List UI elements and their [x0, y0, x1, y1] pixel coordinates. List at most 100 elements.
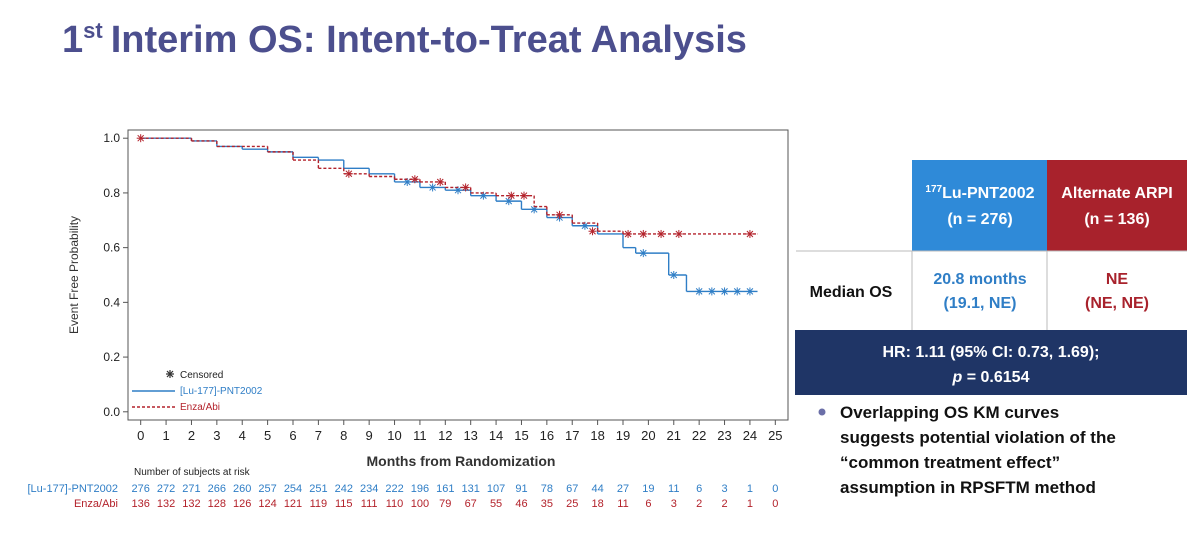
x-tick-label: 11 — [413, 428, 427, 443]
title-number: 1 — [62, 19, 83, 61]
hr-banner — [795, 330, 1187, 395]
risk-count: 11 — [617, 498, 628, 510]
censor-stroke — [436, 178, 444, 186]
censor-mark — [720, 287, 729, 296]
censor-stroke — [670, 271, 678, 279]
title-suffix: st — [83, 18, 103, 43]
censor-stroke — [556, 211, 563, 219]
x-tick-label: 14 — [489, 428, 503, 443]
risk-count: 121 — [284, 498, 302, 510]
x-tick-label: 22 — [692, 428, 706, 443]
censor-mark — [555, 210, 564, 219]
censor-stroke — [675, 230, 683, 238]
censor-mark — [733, 287, 742, 296]
risk-count: 1 — [747, 483, 753, 495]
censor-mark — [707, 287, 716, 296]
header-cell — [912, 160, 1047, 251]
cell-ci: (19.1, NE) — [944, 295, 1017, 312]
risk-count: 55 — [490, 498, 502, 510]
x-tick-label: 25 — [768, 428, 782, 443]
x-tick-label: 8 — [340, 428, 347, 443]
censor-mark — [403, 177, 412, 186]
risk-count: 234 — [360, 483, 378, 495]
censor-mark — [624, 229, 633, 238]
censor-mark — [669, 271, 678, 279]
censor-stroke — [657, 230, 665, 238]
risk-count: 91 — [515, 483, 527, 495]
censor-stroke — [530, 205, 538, 213]
y-tick-label: 0.4 — [103, 295, 120, 309]
x-tick-label: 15 — [514, 428, 528, 443]
x-tick-label: 7 — [315, 428, 322, 443]
header-n: (n = 276) — [947, 211, 1012, 228]
risk-count: 0 — [772, 483, 778, 495]
y-tick-label: 0.6 — [103, 241, 120, 255]
censor-mark — [745, 229, 754, 238]
y-tick-label: 0.0 — [103, 405, 120, 419]
x-tick-label: 13 — [463, 428, 477, 443]
censor-mark — [410, 175, 419, 184]
risk-count: 3 — [671, 498, 677, 510]
p-symbol: p — [952, 369, 963, 386]
risk-count: 6 — [645, 498, 651, 510]
risk-count: 2 — [721, 498, 727, 510]
cell-value: 20.8 months — [933, 271, 1026, 288]
plot-frame — [127, 129, 789, 421]
x-tick-label: 0 — [137, 428, 144, 443]
bullet-line: assumption in RPSFTM method — [840, 478, 1096, 497]
risk-count: 132 — [157, 498, 175, 510]
risk-count: 119 — [310, 498, 328, 510]
risk-count: 128 — [208, 498, 226, 510]
censor-stroke — [403, 178, 411, 186]
risk-count: 110 — [386, 498, 404, 510]
x-tick-label: 9 — [366, 428, 373, 443]
p-value: = 0.6154 — [962, 369, 1029, 386]
legend-label: [Lu-177]-PNT2002 — [180, 386, 263, 397]
censor-stroke — [589, 227, 596, 235]
censor-stroke — [581, 222, 589, 230]
risk-count: 136 — [132, 498, 150, 510]
risk-count: 35 — [541, 498, 553, 510]
risk-count: 115 — [335, 498, 353, 510]
censor-stroke — [721, 288, 728, 295]
risk-count: 6 — [696, 483, 702, 495]
censor-stroke — [733, 288, 741, 295]
title-text: Interim OS: Intent-to-Treat Analysis — [111, 19, 747, 61]
hr-text: HR: 1.11 (95% CI: 0.73, 1.69); — [883, 344, 1100, 361]
x-tick-label: 10 — [387, 428, 401, 443]
risk-count: 131 — [462, 483, 480, 495]
row-label: Median OS — [810, 284, 893, 301]
risk-count: 27 — [617, 483, 629, 495]
y-tick-label: 0.8 — [103, 186, 120, 200]
risk-count: 254 — [284, 483, 302, 495]
risk-count: 251 — [309, 483, 327, 495]
header-sup: 177 — [925, 184, 942, 195]
censor-stroke — [480, 192, 487, 200]
risk-count: 266 — [208, 483, 226, 495]
header-name: Lu-PNT2002 — [942, 185, 1035, 202]
risk-count: 67 — [566, 483, 578, 495]
x-tick-label: 23 — [717, 428, 731, 443]
risk-count: 126 — [233, 498, 251, 510]
p-text: p = 0.6154 — [952, 369, 1030, 386]
risk-count: 3 — [721, 483, 727, 495]
risk-count: 132 — [182, 498, 200, 510]
risk-count: 78 — [541, 483, 553, 495]
censor-mark — [461, 183, 470, 192]
risk-count: 25 — [566, 498, 578, 510]
x-tick-label: 16 — [540, 428, 554, 443]
censor-mark — [639, 249, 648, 258]
risk-count: 44 — [591, 483, 603, 495]
risk-count: 1 — [747, 498, 753, 510]
y-tick-label: 0.2 — [103, 350, 120, 364]
risk-count: 18 — [591, 498, 603, 510]
censor-mark — [588, 227, 597, 236]
censor-mark — [520, 191, 528, 200]
censor-mark — [436, 177, 445, 186]
x-tick-label: 2 — [188, 428, 195, 443]
censor-mark — [580, 221, 589, 230]
risk-row-label: [Lu-177]-PNT2002 — [28, 483, 119, 495]
censor-mark — [428, 183, 437, 192]
